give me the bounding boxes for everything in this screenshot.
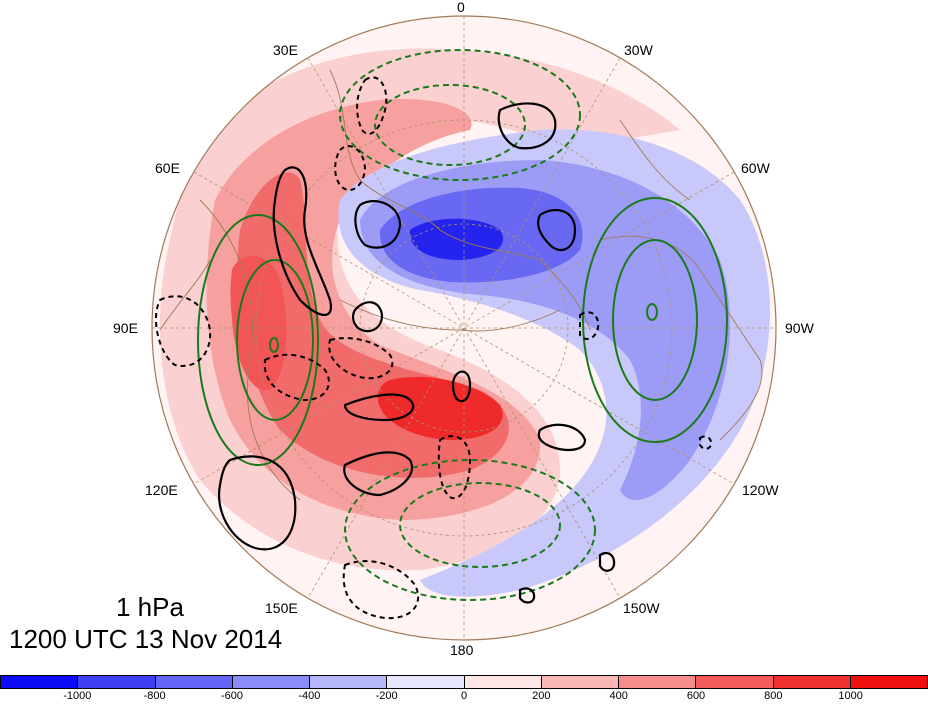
colorbar-segment (619, 676, 697, 688)
lon-label-150e: 150E (265, 600, 298, 616)
colorbar-segment (696, 676, 774, 688)
lon-label-30w: 30W (624, 42, 653, 58)
colorbar-segment (155, 676, 233, 688)
colorbar (0, 675, 928, 689)
colorbar-segment (773, 676, 851, 688)
green-contours (197, 197, 728, 466)
map-border (151, 15, 777, 641)
lon-label-0: 0 (457, 0, 465, 15)
lon-label-90w: 90W (785, 320, 814, 336)
lon-label-30e: 30E (273, 42, 298, 58)
colorbar-tick-label: 1000 (838, 690, 863, 702)
colorbar-segment (464, 676, 542, 688)
colorbar-tick-label: -400 (298, 690, 321, 702)
lon-label-90e: 90E (113, 320, 138, 336)
positive-region-core (377, 376, 503, 440)
black-contours (217, 102, 616, 604)
black-dashed-contours (155, 76, 713, 620)
time-label: 1200 UTC 13 Nov 2014 (9, 624, 283, 654)
level-label: 1 hPa (116, 592, 184, 622)
lon-label-120e: 120E (145, 482, 178, 498)
colorbar-segment (1, 676, 79, 688)
colorbar-tick-label: 800 (764, 690, 783, 702)
colorbar-segment (78, 676, 156, 688)
colorbar-tick-label: 0 (460, 690, 468, 702)
colorbar-segment (850, 676, 927, 688)
colorbar-segment (232, 676, 310, 688)
shaded-field (152, 16, 776, 640)
colorbar-tick-label: 400 (609, 690, 628, 702)
colorbar-tick-label: -1000 (63, 690, 92, 702)
colorbar-segment (387, 676, 465, 688)
colorbar-tick-label: -600 (220, 690, 244, 702)
lon-label-180: 180 (450, 642, 474, 658)
colorbar-tick-label: -800 (143, 690, 166, 702)
colorbar-tick-label: 200 (532, 690, 551, 702)
colorbar-tick-label: -200 (375, 690, 398, 702)
colorbar-segment (541, 676, 619, 688)
colorbar-tick-label: 600 (686, 690, 706, 702)
colorbar-segment (310, 676, 388, 688)
green-dashed-contours (339, 49, 596, 601)
lon-label-120w: 120W (742, 482, 779, 498)
lon-label-60e: 60E (155, 160, 180, 176)
lon-label-150w: 150W (623, 600, 660, 616)
lon-label-60w: 60W (741, 160, 770, 176)
